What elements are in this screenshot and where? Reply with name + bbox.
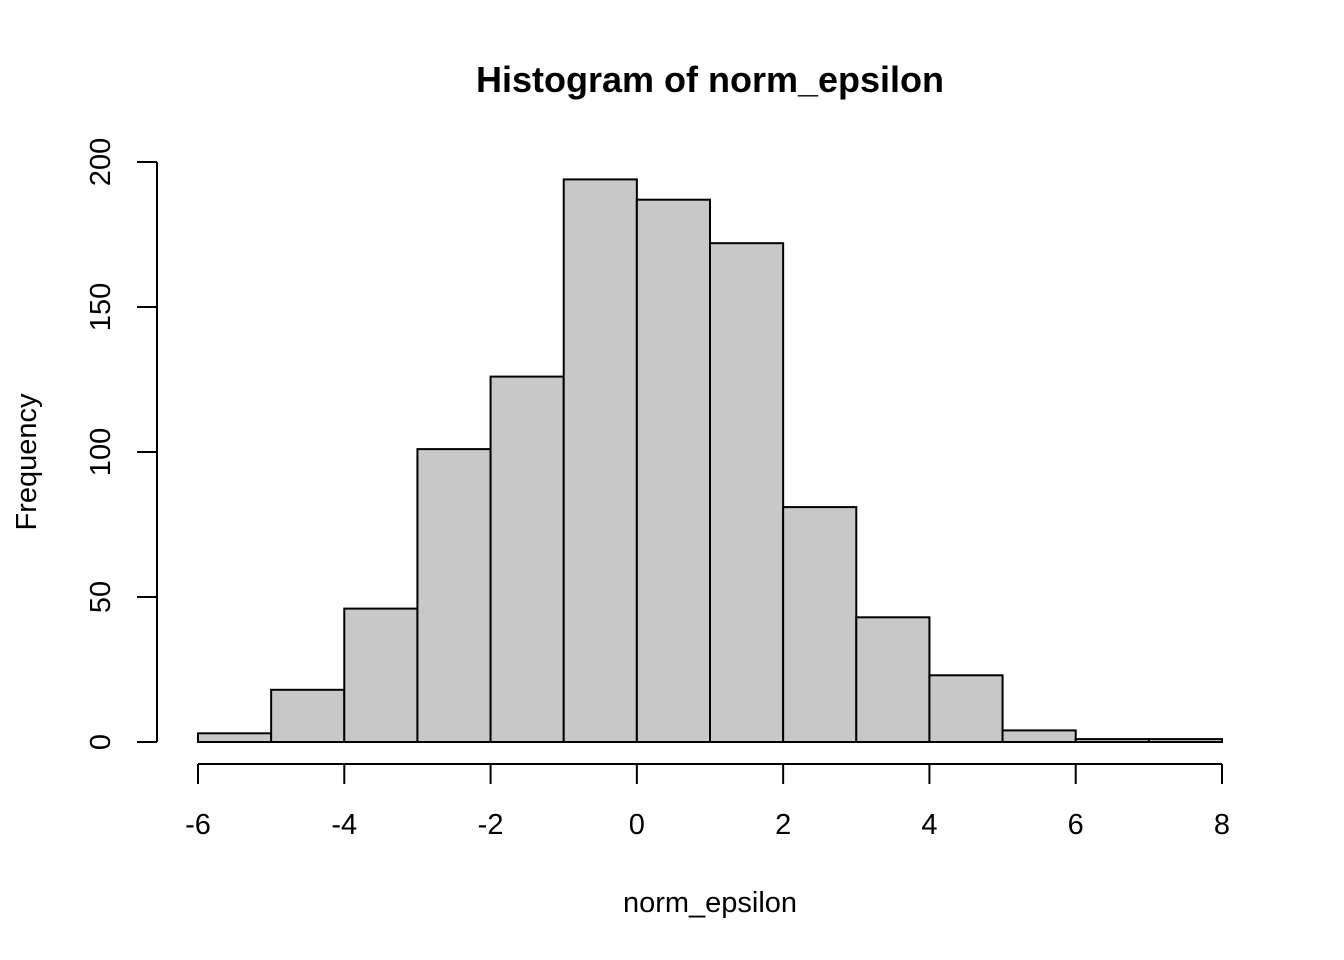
- bars-group: [197, 178, 1224, 744]
- histogram-bar: [1001, 729, 1077, 744]
- histogram-bar: [709, 242, 785, 743]
- histogram-bar: [782, 506, 858, 743]
- histogram-bar: [197, 732, 273, 743]
- histogram-bar: [855, 616, 931, 743]
- histogram-bar: [635, 198, 711, 743]
- y-axis: 0 50 100 150 200: [85, 138, 158, 750]
- histogram-bar: [928, 674, 1004, 743]
- x-axis-label: norm_epsilon: [623, 887, 797, 919]
- y-tick-label: 50: [85, 581, 117, 613]
- histogram-bar: [562, 178, 638, 743]
- histogram-bar: [416, 448, 492, 743]
- x-tick-label: 0: [629, 809, 645, 841]
- x-tick-label: -4: [331, 809, 357, 841]
- y-tick-label: 0: [85, 734, 117, 750]
- x-axis: -6 -4 -2 0 2 4 6 8: [185, 763, 1230, 841]
- x-tick-label: 4: [921, 809, 937, 841]
- histogram-bar: [343, 607, 419, 743]
- y-tick-label: 200: [85, 138, 117, 186]
- chart-title: Histogram of norm_epsilon: [476, 59, 944, 100]
- y-axis-label: Frequency: [11, 393, 43, 531]
- histogram-bar: [1074, 738, 1150, 743]
- x-tick-label: -6: [185, 809, 211, 841]
- y-tick-label: 100: [85, 428, 117, 476]
- x-tick-label: 2: [775, 809, 791, 841]
- x-tick-label: 8: [1214, 809, 1230, 841]
- histogram-bar: [489, 375, 565, 743]
- histogram-bar: [270, 688, 346, 743]
- histogram-bar: [1147, 738, 1224, 743]
- x-tick-label: -2: [478, 809, 504, 841]
- x-tick-label: 6: [1068, 809, 1084, 841]
- y-tick-label: 150: [85, 283, 117, 331]
